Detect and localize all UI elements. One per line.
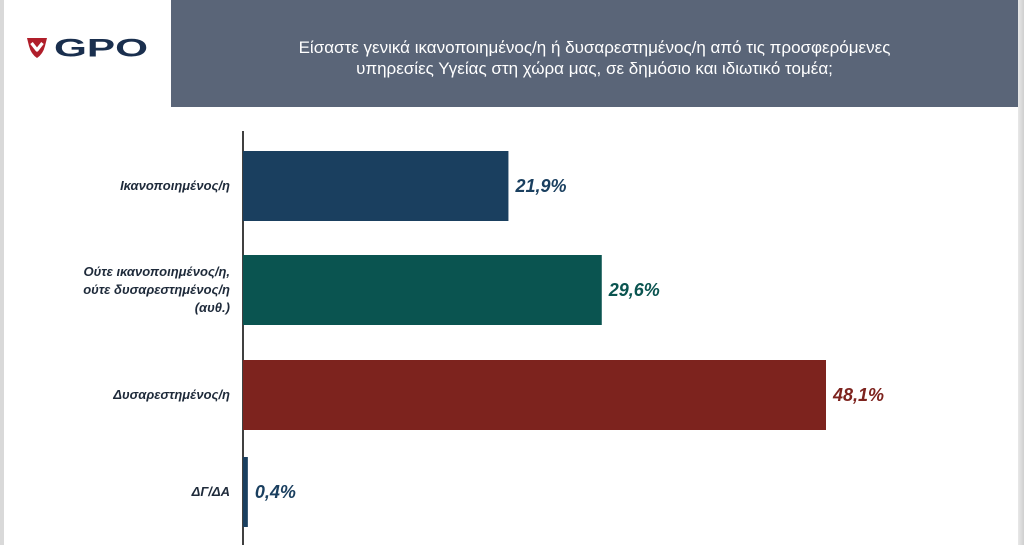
category-label-1-line-0: Ούτε ικανοποιημένος/η,	[84, 264, 231, 279]
logo-check-icon	[30, 42, 44, 52]
bar-0	[243, 151, 509, 221]
category-label-1-line-1: ούτε δυσαρεστημένος/η	[83, 282, 230, 297]
bar-1	[243, 255, 602, 325]
category-label-1: Ούτε ικανοποιημένος/η, ούτε δυσαρεστημένο…	[83, 264, 230, 315]
category-label-2: Δυσαρεστημένος/η	[112, 387, 230, 402]
value-label-0: 21,9%	[514, 176, 566, 196]
gpo-logo: GPO	[27, 35, 148, 59]
bar-2	[243, 360, 826, 430]
question-header: Είσαστε γενικά ικανοποιημένος/η ή δυσαρε…	[171, 0, 1018, 107]
category-label-0-line-0: Ικανοποιημένος/η	[120, 178, 230, 193]
left-frame-edge	[0, 0, 4, 545]
logo-text: GPO	[54, 35, 148, 59]
category-label-3-line-0: ΔΓ/ΔΑ	[191, 484, 230, 499]
right-frame-edge	[1018, 0, 1024, 545]
value-label-1: 29,6%	[608, 280, 660, 300]
category-label-0: Ικανοποιημένος/η	[120, 178, 230, 193]
question-line-2: υπηρεσίες Υγείας στη χώρα μας, σε δημόσι…	[356, 58, 833, 78]
question-text: Είσαστε γενικά ικανοποιημένος/η ή δυσαρε…	[235, 37, 955, 79]
bar-3	[243, 457, 248, 527]
question-line-1: Είσαστε γενικά ικανοποιημένος/η ή δυσαρε…	[298, 37, 891, 57]
category-label-3: ΔΓ/ΔΑ	[191, 484, 230, 499]
category-label-2-line-0: Δυσαρεστημένος/η	[112, 387, 230, 402]
category-label-1-line-2: (αυθ.)	[195, 300, 230, 315]
value-label-3: 0,4%	[255, 482, 296, 502]
value-label-2: 48,1%	[832, 385, 884, 405]
